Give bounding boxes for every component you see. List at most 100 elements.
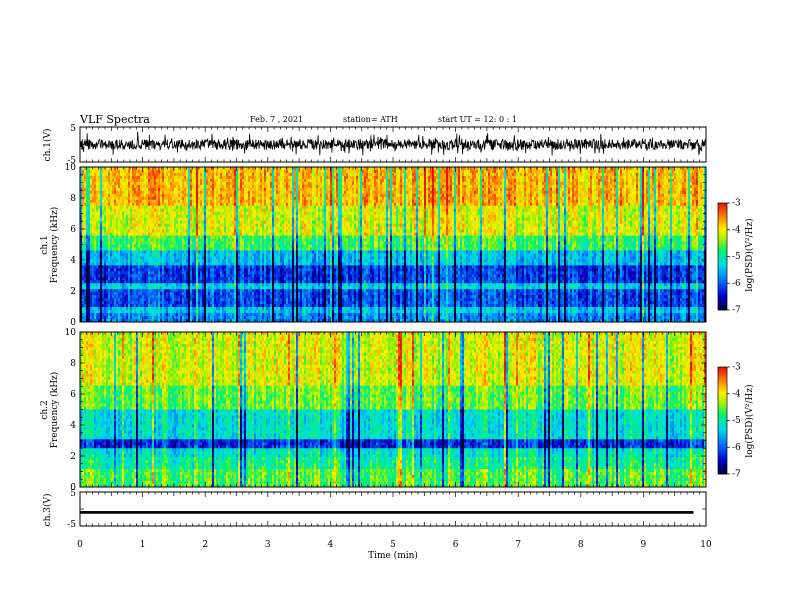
ch1-spectrogram-cell: [422, 187, 425, 192]
ch1-spectrogram-cell: [566, 208, 569, 213]
ch1-spectrogram-cell: [236, 202, 239, 207]
ch1-spectrogram-cell: [608, 208, 611, 213]
ch1-spectrogram-cell: [626, 172, 629, 177]
ch1-spectrogram-cell: [396, 167, 399, 171]
ch1-spectrogram-cell: [148, 187, 151, 192]
ch1-spectrogram-cell: [130, 169, 133, 174]
ch1-spectrogram-cell: [328, 175, 331, 180]
ch1-spectrogram-cell: [676, 175, 679, 180]
ch1-spectrogram-cell: [646, 184, 649, 189]
ch1-spectrogram-cell: [256, 190, 259, 195]
ch1-spectrogram-cell: [392, 175, 395, 180]
ch1-spectrogram-cell: [628, 199, 631, 204]
ch1-spectrogram-cell: [294, 211, 297, 216]
ch1-spectrogram-cell: [554, 178, 557, 183]
ch1-spectrogram-cell: [380, 202, 383, 207]
ch1-spectrogram-cell: [654, 190, 657, 195]
ch1-spectrogram-cell: [490, 169, 493, 174]
ch1-spectrogram-cell: [474, 181, 477, 186]
ch1-spectrogram-cell: [178, 190, 181, 195]
ch1-spectrogram-cell: [644, 199, 647, 204]
ch1-spectrogram-cell: [350, 193, 353, 198]
ch1-spectrogram-cell: [574, 211, 577, 216]
ch1-spectrogram-cell: [336, 202, 339, 207]
ch1-spectrogram-cell: [274, 205, 277, 210]
ch1-spectrogram-cell: [182, 202, 185, 207]
ch1-spectrogram-cell: [630, 187, 633, 192]
ch1-spectrogram-cell: [604, 178, 607, 183]
ch1-spectrogram-cell: [208, 178, 211, 183]
ch1-spectrogram-cell: [208, 211, 211, 216]
ch1-spectrogram-cell: [406, 205, 409, 210]
ch1-spectrogram-cell: [150, 175, 153, 180]
ch1-spectrogram-cell: [402, 196, 405, 201]
ch1-spectrogram-cell: [594, 202, 597, 207]
ch1-spectrogram-cell: [220, 175, 223, 180]
ch1-spectrogram-cell: [626, 187, 629, 192]
ch1-spectrogram-cell: [348, 172, 351, 177]
ch1-spectrogram-cell: [432, 178, 435, 183]
ch1-spectrogram-cell: [328, 167, 331, 171]
ch1-spectrogram-cell: [476, 167, 479, 171]
ch1-spectrogram-cell: [368, 193, 371, 198]
ch1-spectrogram-cell: [132, 190, 135, 195]
ch1-spectrogram-cell: [206, 167, 209, 171]
ch1-spectrogram-cell: [262, 196, 265, 201]
ch1-spectrogram-cell: [134, 196, 137, 201]
ch1-spectrogram-cell: [524, 211, 527, 216]
ch1-spectrogram-cell: [248, 172, 251, 177]
ch1-spectrogram-cell: [278, 178, 281, 183]
ch1-spectrogram-cell: [214, 190, 217, 195]
ch1-spectrogram-cell: [626, 167, 629, 171]
ch1-spectrogram-cell: [330, 202, 333, 207]
ch1-spectrogram-cell: [600, 193, 603, 198]
ch1-spectrogram-cell: [326, 190, 329, 195]
ch1-spectrogram-cell: [556, 175, 559, 180]
ch1-spectrogram-cell: [200, 205, 203, 210]
ch1-spectrogram-cell: [500, 178, 503, 183]
ch1-spectrogram-cell: [218, 211, 221, 216]
ch1-spectrogram-cell: [490, 193, 493, 198]
ch1-spectrogram-cell: [546, 208, 549, 213]
ch1-spectrogram-cell: [472, 181, 475, 186]
ch1-spectrogram-cell: [406, 196, 409, 201]
ch1-spectrogram-cell: [318, 178, 321, 183]
ch1-spectrogram-cell: [448, 184, 451, 189]
ch1-spectrogram-cell: [592, 190, 595, 195]
ch1-spectrogram-cell: [546, 202, 549, 207]
ch1-spectrogram-cell: [366, 202, 369, 207]
ch1-spectrogram-cell: [702, 178, 705, 183]
ch1-spectrogram-cell: [500, 172, 503, 177]
ch1-spectrogram-cell: [634, 167, 637, 171]
ch1-spectrogram-cell: [524, 178, 527, 183]
ch1-spectrogram-cell: [270, 178, 273, 183]
figure-title: VLF Spectra: [79, 113, 150, 126]
ch1-spectrogram-cell: [658, 199, 661, 204]
ch1-spectrogram-cell: [486, 199, 489, 204]
ch1-spectrogram-cell: [678, 193, 681, 198]
ch1-spectrogram-cell: [332, 169, 335, 174]
ch1-spectrogram-cell: [376, 184, 379, 189]
ch1-spectrogram-cell: [130, 190, 133, 195]
ch1-spectrogram-cell: [460, 190, 463, 195]
ch1-spectrogram-cell: [654, 167, 657, 171]
ch1-spectrogram-cell: [84, 211, 87, 216]
ch1-spectrogram-cell: [652, 172, 655, 177]
ch1-spectrogram-cell: [544, 190, 547, 195]
ch1-spectrogram-cell: [212, 208, 215, 213]
ch1-spectrogram-cell: [416, 172, 419, 177]
ch1-spectrogram-cell: [446, 167, 449, 171]
ch1-spectrogram-cell: [524, 193, 527, 198]
ch1-spectrogram-cell: [434, 211, 437, 216]
ch1-spectrogram-cell: [532, 172, 535, 177]
ch1-spectrogram-cell: [424, 187, 427, 192]
ch1-spectrogram-cell: [648, 172, 651, 177]
ch1-spectrogram-cell: [566, 181, 569, 186]
ch1-spectrogram-cell: [500, 199, 503, 204]
ch1-spectrogram-cell: [626, 175, 629, 180]
ch1-spectrogram-cell: [622, 187, 625, 192]
ch1-spectrogram-cell: [234, 172, 237, 177]
ch1-spectrogram-cell: [272, 178, 275, 183]
ch1-spectrogram-cell: [186, 205, 189, 210]
ch1-spectrogram-cell: [692, 193, 695, 198]
